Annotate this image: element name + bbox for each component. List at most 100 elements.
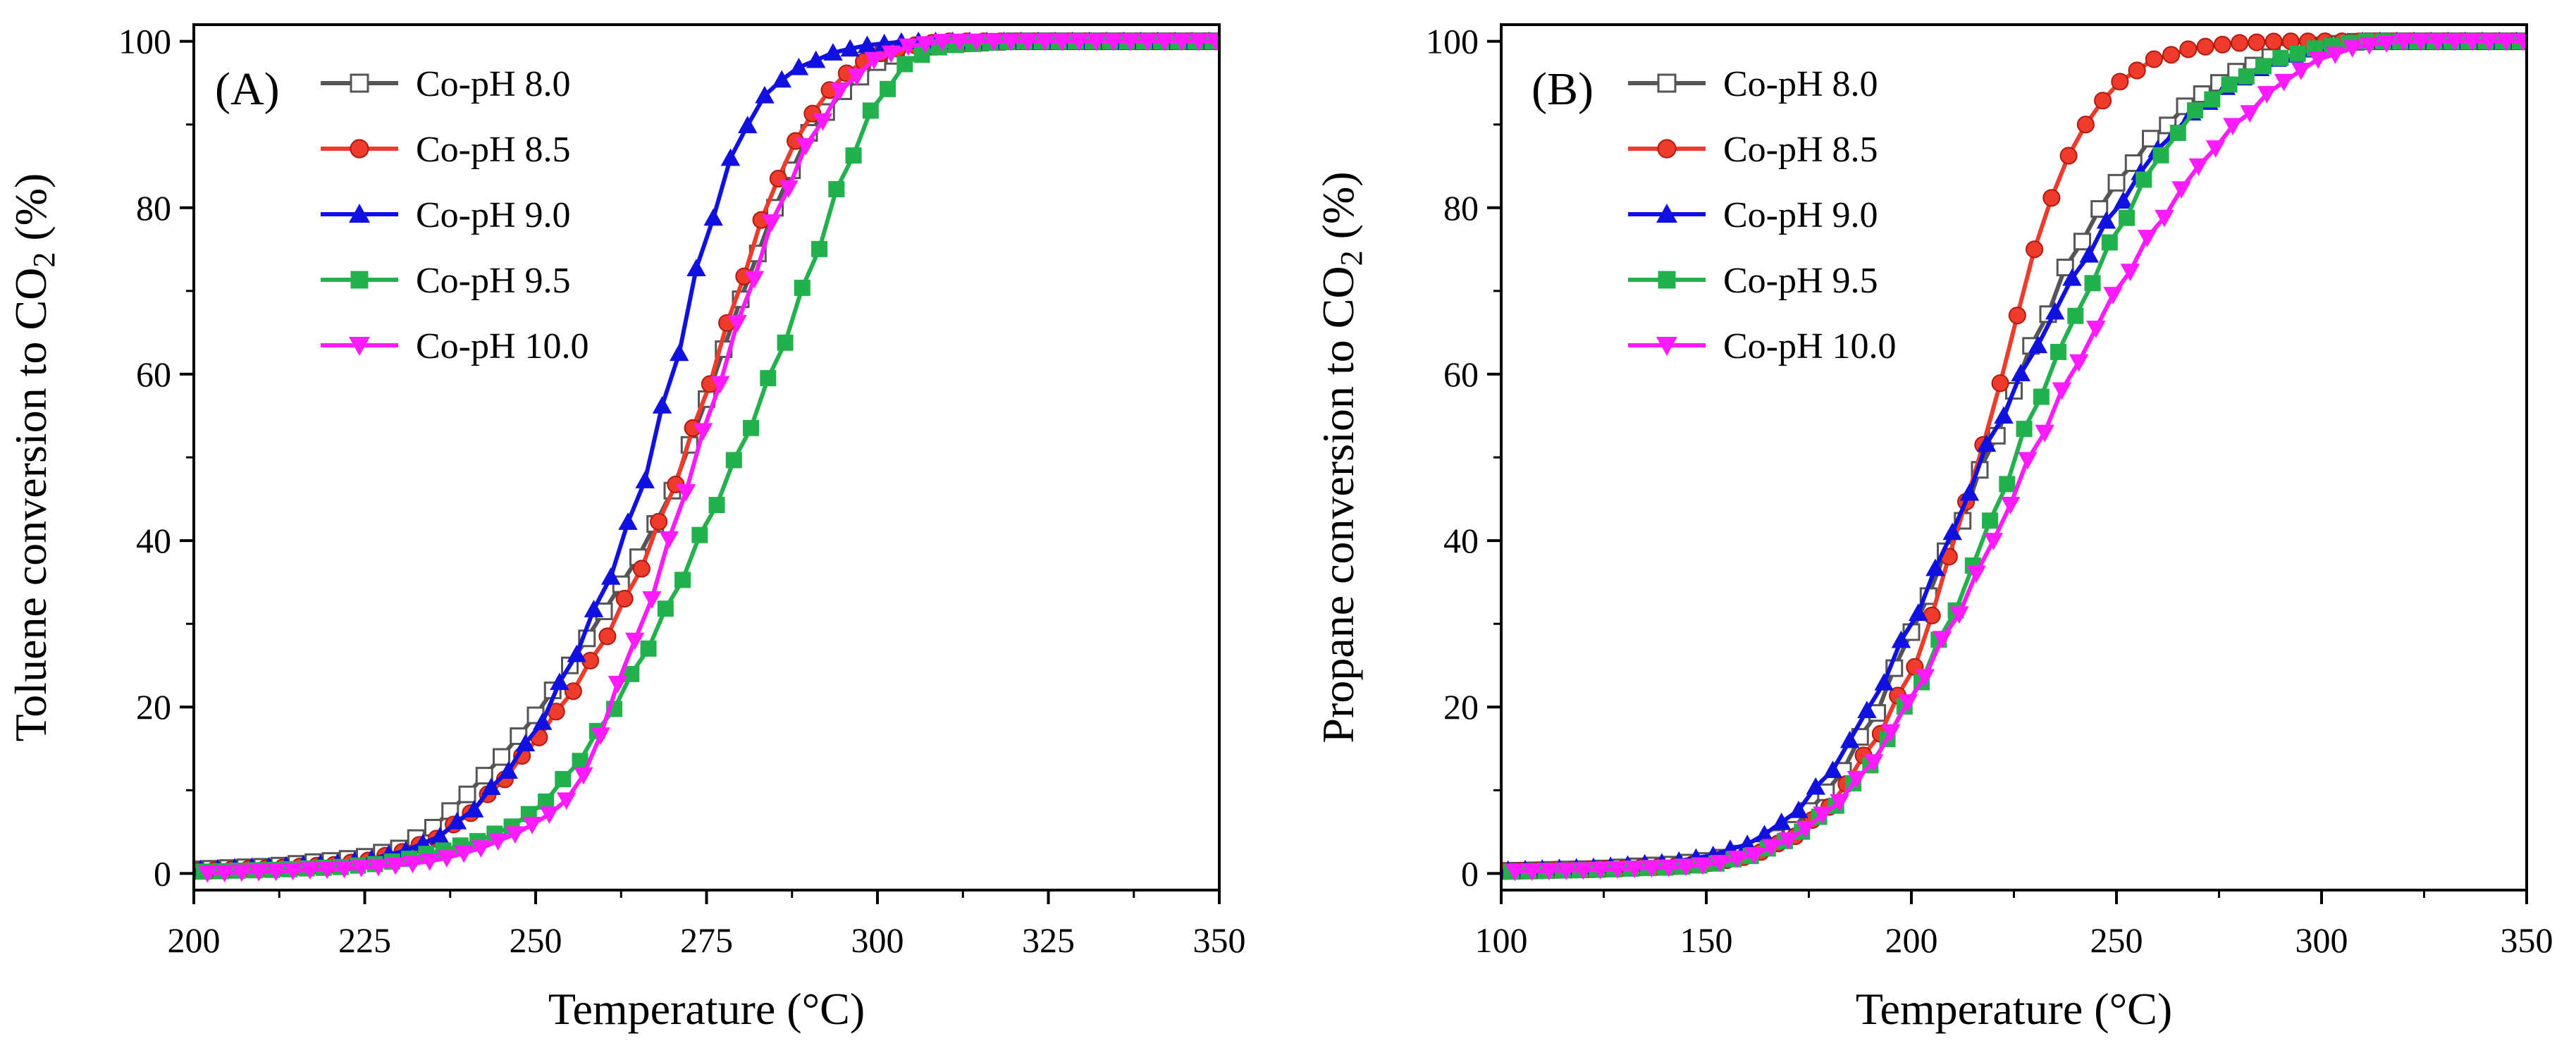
panel-b-y-tick-label: 100 [1426,22,1479,61]
panel-a-data-point-co-ph-9-0 [618,512,638,530]
panel-b-data-point-co-ph-10-0 [2240,105,2260,123]
panel-a-data-point-co-ph-10-0 [1171,33,1192,51]
panel-a-legend-label-co-ph-8-5: Co-pH 8.5 [416,130,571,170]
panel-a-data-point-co-ph-10-0 [454,845,474,863]
panel-b-data-point-co-ph-10-0 [2155,209,2174,228]
panel-b-data-point-co-ph-9-0 [2079,245,2099,263]
panel-b-data-point-co-ph-10-0 [2000,496,2021,514]
panel-a-data-point-co-ph-10-0 [949,33,970,51]
panel-b-data-point-co-ph-8-5 [2196,37,2214,56]
panel-b-y-tick-label: 60 [1443,354,1479,394]
panel-b-data-point-co-ph-10-0 [2274,73,2294,92]
panel-a-data-point-co-ph-10-0 [761,214,782,233]
panel-b-y-tick-label: 20 [1443,687,1479,727]
panel-a-data-point-co-ph-10-0 [864,51,884,70]
panel-a-data-point-co-ph-9-5 [760,370,777,387]
panel-a-data-point-co-ph-8-0 [493,748,510,766]
panel-b-data-point-co-ph-10-0 [2445,33,2465,51]
panel-a-data-point-co-ph-10-0 [419,853,440,871]
panel-b-data-point-co-ph-9-0 [1874,673,1894,691]
panel-a-data-point-co-ph-10-0 [266,863,286,882]
panel-a-data-point-co-ph-10-0 [642,591,662,609]
panel-a-data-point-co-ph-10-0 [1103,33,1123,51]
panel-b-data-point-co-ph-9-0 [1857,701,1877,718]
panel-a-data-point-co-ph-9-5 [657,600,674,617]
panel-b-legend-label-co-ph-10-0: Co-pH 10.0 [1723,326,1897,366]
panel-b-data-point-co-ph-10-0 [1863,754,1884,772]
panel-b-data-point-co-ph-9-0 [1994,406,2014,424]
panel-b-axis-ticks: 100 150 200 250 300 350 0 20 40 60 80 100 [1426,22,2553,960]
panel-b-data-point-co-ph-10-0 [1727,851,1747,868]
panel-b-data-point-co-ph-8-0 [2056,259,2074,277]
panel-a-legend-marker-co-ph-9-5 [350,271,369,289]
panel-a-data-point-co-ph-10-0 [881,45,901,63]
panel-a-legend-item-co-ph-8-0: Co-pH 8.0 [321,64,571,104]
panel-a-data-point-co-ph-9-5 [555,771,572,788]
panel-a-data-point-co-ph-9-0 [584,600,604,617]
panel-b-data-point-co-ph-8-5 [2042,189,2061,207]
panel-a-data-point-co-ph-9-5 [691,526,708,543]
panel-b-data-point-co-ph-10-0 [2377,35,2396,53]
panel-b-data-point-co-ph-10-0 [1761,839,1781,857]
panel-b-data-point-co-ph-9-5 [2067,307,2084,324]
panel-a-data-point-co-ph-9-0 [857,35,877,54]
panel-a-y-tick-label: 20 [136,687,171,727]
panel-a-data-point-co-ph-10-0 [317,861,337,880]
panel-a-data-point-co-ph-10-0 [249,864,269,882]
panel-a-data-point-co-ph-9-5 [640,640,657,657]
panel-b-data-point-co-ph-9-0 [1771,813,1792,830]
panel-a-data-point-co-ph-10-0 [437,850,457,868]
panel-b-data-point-co-ph-10-0 [2069,354,2089,372]
panel-b-data-point-co-ph-10-0 [2428,33,2448,51]
panel-a-y-tick-label: 0 [154,853,171,893]
panel-b-data-point-co-ph-9-5 [2255,58,2272,75]
panel-a-data-point-co-ph-8-0 [458,785,476,803]
panel-b-data-point-co-ph-9-5 [2187,102,2204,119]
panel-b-data-point-co-ph-9-0 [1959,483,1980,501]
panel-b-legend-marker-co-ph-8-0 [1657,73,1677,93]
panel-a-data-point-co-ph-9-0 [720,148,741,166]
panel-a-data-point-co-ph-10-0 [1001,33,1021,51]
panel-b-data-point-co-ph-10-0 [2205,140,2226,158]
panel-a-data-point-co-ph-10-0 [574,767,593,785]
panel-a-legend-marker-co-ph-8-5 [350,139,369,159]
panel-a-data-point-co-ph-10-0 [898,38,918,56]
panel-b-y-tick-label: 40 [1443,521,1479,560]
panel-b-data-point-co-ph-10-0 [1539,863,1559,881]
panel-b-data-point-co-ph-9-0 [2062,268,2082,286]
panel-a-data-point-co-ph-8-5 [598,627,617,646]
panel-a-data-point-co-ph-9-0 [430,827,450,844]
panel-b-legend-marker-co-ph-10-0 [1656,337,1677,356]
panel-a-legend-marker-co-ph-8-0 [350,73,369,93]
panel-b-legend-marker-co-ph-9-5 [1658,271,1676,289]
panel-b-y-axis-title-main: Propane conversion to CO [1313,266,1363,743]
panel-a-data-point-co-ph-10-0 [1121,33,1140,51]
panel-b-legend-label-co-ph-8-5: Co-pH 8.5 [1723,130,1878,170]
panel-a-data-point-co-ph-10-0 [608,676,628,693]
panel-a-data-point-co-ph-10-0 [830,82,850,101]
panel-b-data-point-co-ph-10-0 [2410,33,2431,51]
panel-b-propane-chart: 100 150 200 250 300 350 0 20 40 60 80 100 (B) Tempe… [1313,22,2553,1034]
panel-a-data-point-co-ph-9-0 [789,57,809,75]
panel-a-legend-item-co-ph-9-5: Co-pH 9.5 [321,261,571,301]
panel-a-data-point-co-ph-10-0 [744,271,765,289]
panel-a-legend-item-co-ph-8-5: Co-pH 8.5 [321,130,571,170]
panel-a-data-point-co-ph-10-0 [916,36,935,54]
panel-b-legend-label-co-ph-9-0: Co-pH 9.0 [1723,195,1878,235]
panel-a-data-point-co-ph-8-0 [475,767,493,785]
panel-a-data-point-co-ph-9-0 [755,85,775,104]
panel-a-data-point-co-ph-9-0 [532,712,553,730]
panel-a-data-point-co-ph-10-0 [1086,33,1107,51]
panel-b-data-point-co-ph-8-5 [2162,46,2181,64]
panel-a-data-point-co-ph-9-0 [772,70,791,88]
panel-a-data-point-co-ph-9-5 [896,56,913,73]
panel-b-data-point-co-ph-8-0 [2124,154,2143,172]
panel-b-x-axis-title: Temperature (°C) [1856,984,2172,1034]
panel-b-data-point-co-ph-9-0 [2011,364,2030,381]
panel-b-data-point-co-ph-10-0 [1693,857,1713,875]
panel-a-x-axis-title: Temperature (°C) [548,984,865,1034]
panel-a-data-point-co-ph-9-0 [550,672,569,691]
panel-b-data-point-co-ph-9-5 [2136,171,2152,188]
panel-a-data-point-co-ph-10-0 [1189,33,1209,51]
